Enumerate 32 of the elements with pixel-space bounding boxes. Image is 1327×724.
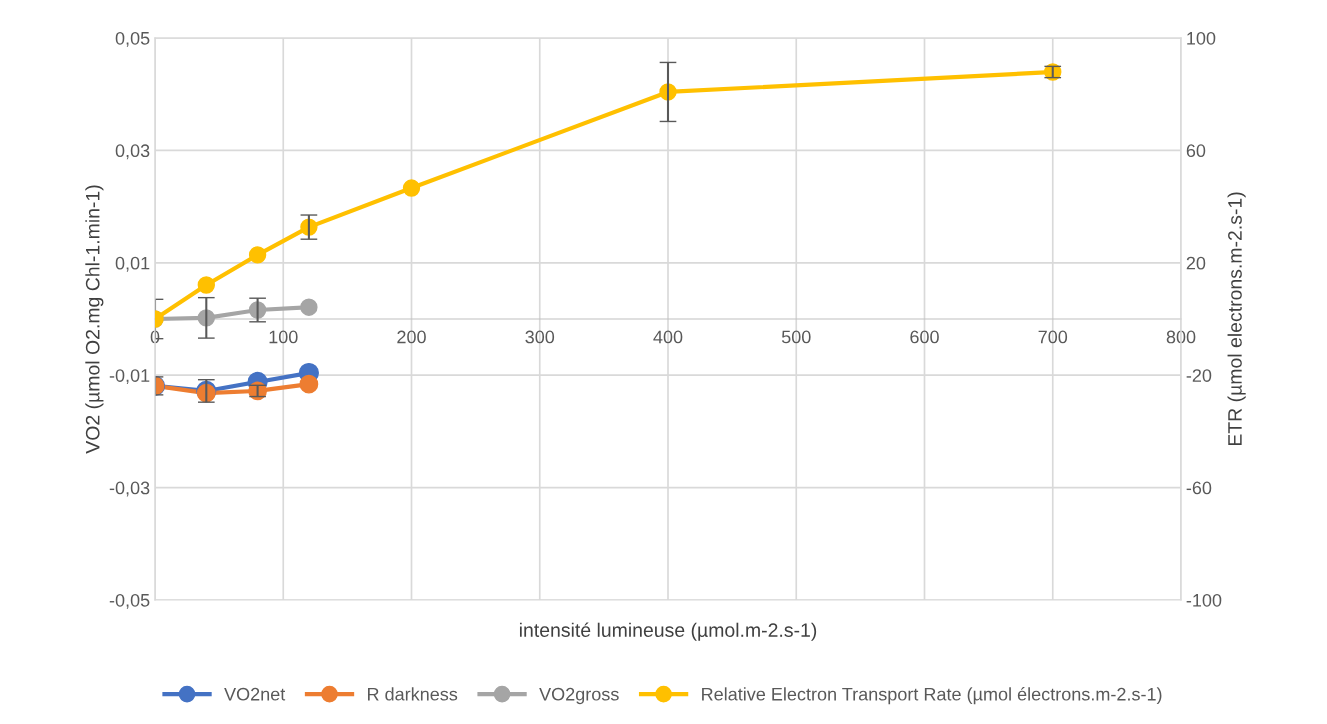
point [299, 374, 319, 394]
y2-tick-label: 60 [1186, 144, 1206, 158]
x-tick-label: 400 [653, 330, 683, 344]
y-tick-label: -0,05 [109, 593, 150, 609]
y-tick-label: 0,05 [115, 31, 150, 47]
legend-label: VO2net [224, 687, 286, 701]
point [300, 298, 318, 316]
x-tick-label: 100 [269, 330, 298, 344]
y2-tick-label: -20 [1186, 369, 1212, 382]
x-tick-label: 800 [1166, 330, 1196, 344]
x-tick-label: 700 [1038, 330, 1068, 344]
y-axis-title: VO2 (µmol O2.mg Chl-1.min-1) [85, 185, 104, 454]
x-tick-label: 300 [525, 330, 555, 344]
y-tick-label: -0,01 [109, 369, 150, 385]
x-tick-label: 200 [397, 330, 426, 344]
y2-tick-label: 100 [1187, 31, 1216, 45]
point [402, 179, 421, 197]
y-tick-label: 0,01 [115, 256, 150, 272]
legend-label: VO2gross [539, 687, 619, 705]
y2-tick-label: -60 [1186, 481, 1212, 495]
x-axis-title: intensité lumineuse (µmol.m-2.s-1) [519, 622, 817, 641]
y2-tick-label: -100 [1186, 593, 1222, 607]
y-tick-label: -0,03 [109, 481, 150, 497]
point [248, 246, 267, 264]
legend-label: Relative Electron Transport Rate (µmol électrons.m-2.s-1) [702, 687, 1162, 705]
x-tick-label: 500 [781, 330, 811, 344]
y-tick-label: 0,03 [115, 144, 150, 160]
legend-label: R darkness [368, 687, 458, 701]
y2-tick-label: 20 [1186, 256, 1206, 270]
y2-axis-title: ETR (µmol electrons.m-2.s-1) [1227, 192, 1246, 446]
x-tick-label: 600 [910, 330, 939, 344]
point [197, 276, 215, 294]
